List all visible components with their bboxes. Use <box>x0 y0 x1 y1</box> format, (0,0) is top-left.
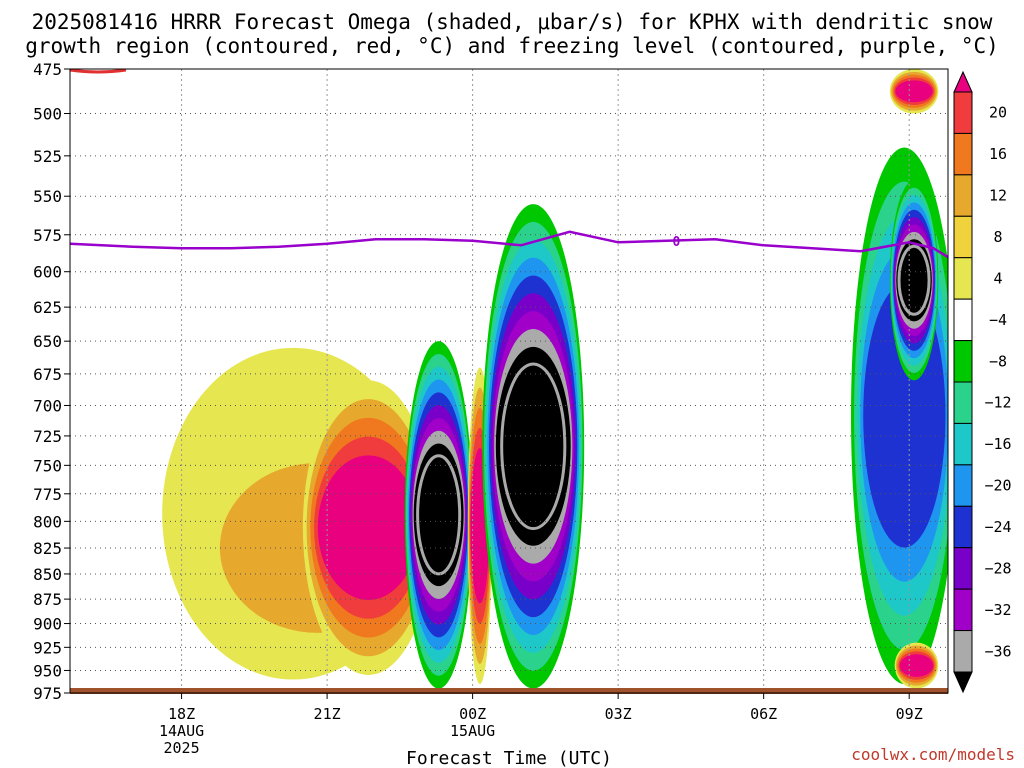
colorbar-tick-label-10: −24 <box>984 518 1011 536</box>
x-tick-date-18Z: 14AUG <box>159 722 204 740</box>
colorbar-tick-label-13: −36 <box>984 642 1011 660</box>
colorbar-tick-label-0: 20 <box>989 104 1007 122</box>
colorbar-top-arrow <box>953 70 973 93</box>
omega-region-4-band-8 <box>413 443 464 587</box>
omega-shading <box>162 69 948 689</box>
colorbar-bin-8 <box>953 422 973 466</box>
colorbar-tick-label-8: −16 <box>984 435 1011 453</box>
colorbar-bottom-arrow <box>953 671 973 694</box>
y-tick-label-600: 600 <box>33 263 62 282</box>
colorbar-bin-13 <box>953 630 973 673</box>
colorbar: 20 16 12 8 4 −4 −8 −12 −16 −20 −24 −28 −32 −36 <box>953 70 1012 694</box>
colorbar-bin-3 <box>953 215 973 259</box>
colorbar-bin-12 <box>953 588 973 632</box>
colorbar-tick-label-5: −4 <box>989 311 1007 329</box>
colorbar-tick-label-11: −28 <box>984 559 1011 577</box>
contour-overlays: 0 <box>70 69 948 259</box>
colorbar-bin-2 <box>953 174 973 217</box>
x-tick-label-09Z: 09Z <box>896 705 923 723</box>
y-axis-pressure-ticks: 475 500 525 550 575 600 625 650 675 700 725 750 775 8… <box>33 60 70 703</box>
colorbar-tick-label-2: 12 <box>989 187 1007 205</box>
y-tick-label-925: 925 <box>33 638 62 657</box>
y-tick-label-975: 975 <box>33 684 62 703</box>
y-tick-label-525: 525 <box>33 147 62 166</box>
y-tick-label-900: 900 <box>33 615 62 634</box>
x-tick-label-03Z: 03Z <box>605 705 632 723</box>
x-tick-label-06Z: 06Z <box>750 705 777 723</box>
y-tick-label-800: 800 <box>33 512 62 531</box>
colorbar-tick-label-3: 8 <box>993 228 1002 246</box>
plot-frame <box>69 68 949 694</box>
freezing-level-contour <box>70 230 948 259</box>
colorbar-tick-label-7: −12 <box>984 394 1011 412</box>
x-tick-label-21Z: 21Z <box>314 705 341 723</box>
colorbar-bin-7 <box>953 381 973 424</box>
chart-title-line-1: 2025081416 HRRR Forecast Omega (shaded, … <box>32 10 993 34</box>
omega-region-6-outline <box>500 362 567 531</box>
omega-region-3-band-4 <box>317 455 419 601</box>
colorbar-tick-label-6: −8 <box>989 352 1007 370</box>
colorbar-bin-0 <box>953 91 973 134</box>
x-tick-date-00Z: 15AUG <box>450 722 495 740</box>
colorbar-bin-5 <box>953 298 973 342</box>
x-tick-label-18Z: 18Z <box>168 705 195 723</box>
colorbar-bin-10 <box>953 505 973 549</box>
y-tick-label-775: 775 <box>33 485 62 504</box>
colorbar-tick-label-4: 4 <box>993 269 1002 287</box>
y-tick-label-700: 700 <box>33 396 62 415</box>
y-tick-label-575: 575 <box>33 226 62 245</box>
y-tick-label-500: 500 <box>33 105 62 124</box>
y-tick-label-875: 875 <box>33 590 62 609</box>
omega-region-8-outline <box>897 244 931 316</box>
y-tick-label-650: 650 <box>33 332 62 351</box>
y-tick-label-950: 950 <box>33 661 62 680</box>
colorbar-tick-label-1: 16 <box>989 145 1007 163</box>
colorbar-tick-label-12: −32 <box>984 601 1011 619</box>
credit-text: coolwx.com/models <box>851 745 1015 764</box>
x-tick-label-00Z: 00Z <box>459 705 486 723</box>
colorbar-bin-1 <box>953 132 973 176</box>
ground-surface <box>70 688 948 694</box>
colorbar-bin-6 <box>953 340 973 383</box>
colorbar-tick-label-9: −20 <box>984 477 1011 495</box>
y-tick-label-725: 725 <box>33 427 62 446</box>
colorbar-bin-9 <box>953 464 973 507</box>
x-tick-year-18Z: 2025 <box>164 739 200 757</box>
omega-region-6-band-8 <box>495 346 571 546</box>
chart-title-line-2: growth region (contoured, red, °C) and f… <box>25 34 999 58</box>
y-tick-label-475: 475 <box>33 60 62 79</box>
colorbar-bin-4 <box>953 257 973 300</box>
y-tick-label-625: 625 <box>33 298 62 317</box>
dgz-contour <box>70 69 127 74</box>
freezing-level-label: 0 <box>672 235 680 250</box>
y-tick-label-675: 675 <box>33 365 62 384</box>
omega-region-8-band-8 <box>896 239 932 322</box>
omega-region-10-band-4 <box>895 80 933 103</box>
y-tick-label-750: 750 <box>33 456 62 475</box>
omega-region-4-outline <box>416 454 462 576</box>
omega-region-9-band-4 <box>899 654 934 677</box>
y-tick-label-825: 825 <box>33 539 62 558</box>
colorbar-bin-11 <box>953 547 973 590</box>
y-tick-label-850: 850 <box>33 565 62 584</box>
y-tick-label-550: 550 <box>33 187 62 206</box>
vertical-grid <box>181 69 910 693</box>
x-axis-label: Forecast Time (UTC) <box>406 748 612 768</box>
